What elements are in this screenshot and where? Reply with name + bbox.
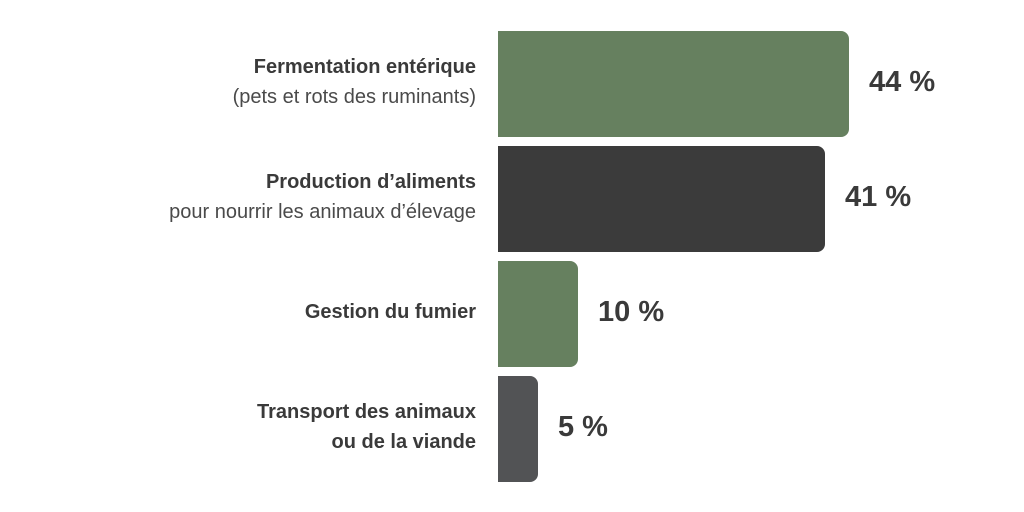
category-subtitle: ou de la viande (331, 431, 476, 453)
category-title: Fermentation entérique (253, 56, 476, 78)
value-label: 41 % (845, 181, 912, 213)
category-title: Gestion du fumier (304, 301, 476, 323)
category-label: Gestion du fumier (305, 297, 476, 327)
bar (498, 261, 578, 367)
bar (498, 146, 825, 252)
category-subtitle: pour nourrir les animaux d’élevage (169, 201, 476, 223)
bar (498, 31, 849, 137)
bar (498, 376, 538, 482)
value-label: 10 % (598, 296, 665, 328)
category-label: Production d’aliments pour nourrir les an… (169, 167, 476, 227)
category-label: Transport des animaux ou de la viande (257, 397, 476, 457)
category-title: Transport des animaux (257, 401, 476, 423)
category-title: Production d’aliments (265, 171, 476, 193)
category-label: Fermentation entérique (pets et rots des … (233, 52, 476, 112)
category-subtitle: (pets et rots des ruminants) (232, 86, 476, 108)
value-label: 5 % (558, 411, 608, 443)
value-label: 44 % (869, 66, 936, 98)
